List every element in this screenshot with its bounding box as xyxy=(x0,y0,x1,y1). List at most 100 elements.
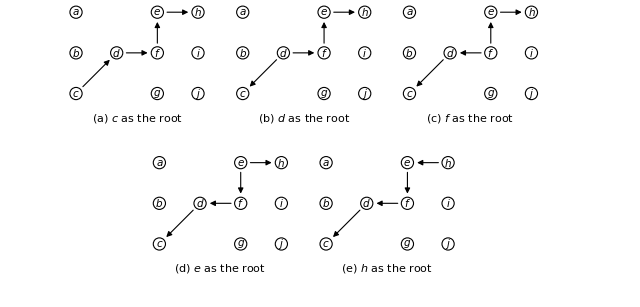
Text: $\it{i}$: $\it{i}$ xyxy=(362,47,367,59)
Text: $\it{i}$: $\it{i}$ xyxy=(445,197,451,209)
Text: $\it{a}$: $\it{a}$ xyxy=(406,7,413,17)
Text: $\it{g}$: $\it{g}$ xyxy=(237,238,245,250)
Text: $\it{b}$: $\it{b}$ xyxy=(72,47,80,59)
Circle shape xyxy=(154,157,166,169)
Text: $\it{f}$: $\it{f}$ xyxy=(154,47,161,59)
Circle shape xyxy=(401,197,413,209)
Circle shape xyxy=(358,6,371,18)
Text: $\it{d}$: $\it{d}$ xyxy=(196,197,204,209)
Circle shape xyxy=(484,87,497,100)
Text: $\it{a}$: $\it{a}$ xyxy=(239,7,246,17)
Text: $\it{f}$: $\it{f}$ xyxy=(404,197,411,209)
Circle shape xyxy=(192,47,204,59)
Text: $\it{g}$: $\it{g}$ xyxy=(153,87,161,99)
Text: $\it{a}$: $\it{a}$ xyxy=(156,158,163,168)
Text: $\it{j}$: $\it{j}$ xyxy=(529,87,534,100)
Text: (c) $\it{f}$ as the root: (c) $\it{f}$ as the root xyxy=(426,112,515,125)
Text: $\it{b}$: $\it{b}$ xyxy=(156,197,163,209)
Text: $\it{a}$: $\it{a}$ xyxy=(323,158,330,168)
Text: $\it{f}$: $\it{f}$ xyxy=(321,47,328,59)
Circle shape xyxy=(235,197,247,209)
Text: (d) $\it{e}$ as the root: (d) $\it{e}$ as the root xyxy=(175,262,266,275)
Circle shape xyxy=(401,238,413,250)
Text: $\it{e}$: $\it{e}$ xyxy=(237,158,244,168)
Text: $\it{h}$: $\it{h}$ xyxy=(527,6,536,18)
Circle shape xyxy=(442,238,454,250)
Text: $\it{h}$: $\it{h}$ xyxy=(444,157,452,169)
Circle shape xyxy=(403,87,415,100)
Circle shape xyxy=(442,197,454,209)
Text: $\it{j}$: $\it{j}$ xyxy=(445,237,451,251)
Circle shape xyxy=(361,197,373,209)
Circle shape xyxy=(403,47,415,59)
Text: $\it{e}$: $\it{e}$ xyxy=(320,7,328,17)
Circle shape xyxy=(320,197,332,209)
Text: $\it{c}$: $\it{c}$ xyxy=(239,88,246,99)
Text: $\it{i}$: $\it{i}$ xyxy=(196,47,200,59)
Text: $\it{g}$: $\it{g}$ xyxy=(486,87,495,99)
Circle shape xyxy=(154,238,166,250)
Circle shape xyxy=(484,6,497,18)
Text: $\it{e}$: $\it{e}$ xyxy=(487,7,495,17)
Text: $\it{c}$: $\it{c}$ xyxy=(156,239,163,249)
Circle shape xyxy=(237,47,249,59)
Text: $\it{i}$: $\it{i}$ xyxy=(529,47,534,59)
Circle shape xyxy=(151,47,163,59)
Circle shape xyxy=(403,6,415,18)
Circle shape xyxy=(401,157,413,169)
Circle shape xyxy=(358,87,371,100)
Circle shape xyxy=(320,157,332,169)
Circle shape xyxy=(235,238,247,250)
Circle shape xyxy=(151,6,163,18)
Text: $\it{h}$: $\it{h}$ xyxy=(194,6,202,18)
Text: $\it{a}$: $\it{a}$ xyxy=(72,7,80,17)
Text: (e) $\it{h}$ as the root: (e) $\it{h}$ as the root xyxy=(341,262,433,275)
Text: $\it{b}$: $\it{b}$ xyxy=(239,47,247,59)
Text: $\it{b}$: $\it{b}$ xyxy=(405,47,413,59)
Text: $\it{b}$: $\it{b}$ xyxy=(322,197,330,209)
Circle shape xyxy=(275,238,287,250)
Circle shape xyxy=(358,47,371,59)
Text: $\it{e}$: $\it{e}$ xyxy=(403,158,412,168)
Circle shape xyxy=(525,87,538,100)
Text: (a) $\it{c}$ as the root: (a) $\it{c}$ as the root xyxy=(92,112,182,125)
Text: $\it{c}$: $\it{c}$ xyxy=(406,88,413,99)
Text: $\it{i}$: $\it{i}$ xyxy=(279,197,284,209)
Text: $\it{j}$: $\it{j}$ xyxy=(278,237,284,251)
Circle shape xyxy=(318,6,330,18)
Circle shape xyxy=(237,87,249,100)
Circle shape xyxy=(192,6,204,18)
Circle shape xyxy=(525,47,538,59)
Circle shape xyxy=(277,47,289,59)
Circle shape xyxy=(192,87,204,100)
Circle shape xyxy=(235,157,247,169)
Text: $\it{h}$: $\it{h}$ xyxy=(361,6,369,18)
Text: $\it{j}$: $\it{j}$ xyxy=(362,87,368,100)
Text: $\it{f}$: $\it{f}$ xyxy=(487,47,494,59)
Text: $\it{d}$: $\it{d}$ xyxy=(362,197,371,209)
Text: $\it{d}$: $\it{d}$ xyxy=(446,47,454,59)
Circle shape xyxy=(70,6,82,18)
Circle shape xyxy=(154,197,166,209)
Circle shape xyxy=(442,157,454,169)
Circle shape xyxy=(111,47,123,59)
Circle shape xyxy=(484,47,497,59)
Text: $\it{c}$: $\it{c}$ xyxy=(72,88,80,99)
Circle shape xyxy=(318,47,330,59)
Text: (b) $\it{d}$ as the root: (b) $\it{d}$ as the root xyxy=(258,112,350,125)
Text: $\it{f}$: $\it{f}$ xyxy=(237,197,244,209)
Circle shape xyxy=(525,6,538,18)
Circle shape xyxy=(70,47,82,59)
Circle shape xyxy=(275,197,287,209)
Text: $\it{j}$: $\it{j}$ xyxy=(195,87,201,100)
Circle shape xyxy=(318,87,330,100)
Circle shape xyxy=(70,87,82,100)
Text: $\it{e}$: $\it{e}$ xyxy=(154,7,161,17)
Text: $\it{c}$: $\it{c}$ xyxy=(323,239,330,249)
Circle shape xyxy=(151,87,163,100)
Text: $\it{d}$: $\it{d}$ xyxy=(279,47,288,59)
Circle shape xyxy=(237,6,249,18)
Text: $\it{d}$: $\it{d}$ xyxy=(113,47,121,59)
Circle shape xyxy=(320,238,332,250)
Circle shape xyxy=(444,47,456,59)
